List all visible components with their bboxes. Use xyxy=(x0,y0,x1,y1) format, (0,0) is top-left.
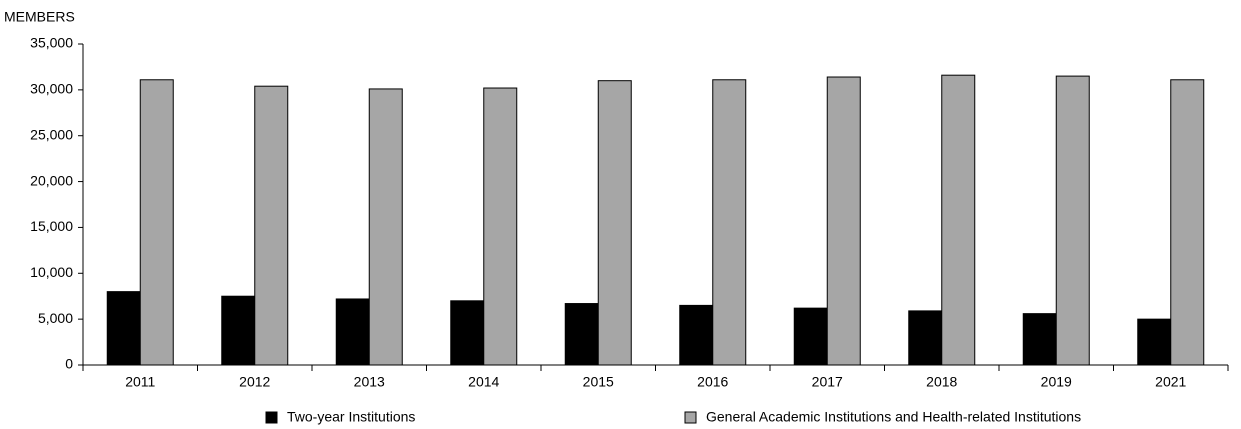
bar xyxy=(564,303,599,366)
bar xyxy=(679,304,714,366)
bar xyxy=(1055,75,1090,366)
bar xyxy=(712,79,747,366)
legend-swatch xyxy=(265,411,278,424)
x-tick-label: 2011 xyxy=(125,374,155,390)
y-tick-label: 25,000 xyxy=(30,126,73,142)
bar xyxy=(1137,318,1172,366)
y-tick-label: 0 xyxy=(65,356,73,372)
x-tick-label: 2017 xyxy=(812,374,843,390)
y-tick-label: 20,000 xyxy=(30,172,73,188)
x-tick-label: 2016 xyxy=(697,374,728,390)
bar xyxy=(1022,313,1057,366)
y-tick-label: 35,000 xyxy=(30,35,73,51)
bar xyxy=(139,79,174,366)
legend-swatch xyxy=(684,411,697,424)
bar xyxy=(941,74,976,366)
y-tick-label: 15,000 xyxy=(30,218,73,234)
bar xyxy=(106,291,141,366)
bar xyxy=(335,298,370,366)
x-tick-label: 2014 xyxy=(468,374,499,390)
bar xyxy=(793,307,828,366)
x-tick-label: 2018 xyxy=(926,374,957,390)
bar xyxy=(1170,79,1205,366)
bar xyxy=(254,85,289,366)
x-tick-label: 2012 xyxy=(239,374,270,390)
bar xyxy=(368,88,403,366)
y-tick-label: 5,000 xyxy=(38,310,73,326)
bar xyxy=(221,295,256,366)
legend-label: Two-year Institutions xyxy=(287,409,415,425)
x-tick-label: 2013 xyxy=(354,374,385,390)
y-tick-label: 10,000 xyxy=(30,264,73,280)
x-tick-label: 2015 xyxy=(583,374,614,390)
bar xyxy=(908,310,943,366)
bar xyxy=(826,76,861,366)
y-axis-title: MEMBERS xyxy=(4,9,75,25)
x-tick-label: 2021 xyxy=(1155,374,1186,390)
x-tick-label: 2019 xyxy=(1041,374,1072,390)
legend-label: General Academic Institutions and Health… xyxy=(706,409,1081,425)
bar xyxy=(450,300,485,366)
y-tick-label: 30,000 xyxy=(30,81,73,97)
bar xyxy=(597,80,632,366)
bar xyxy=(483,87,518,366)
